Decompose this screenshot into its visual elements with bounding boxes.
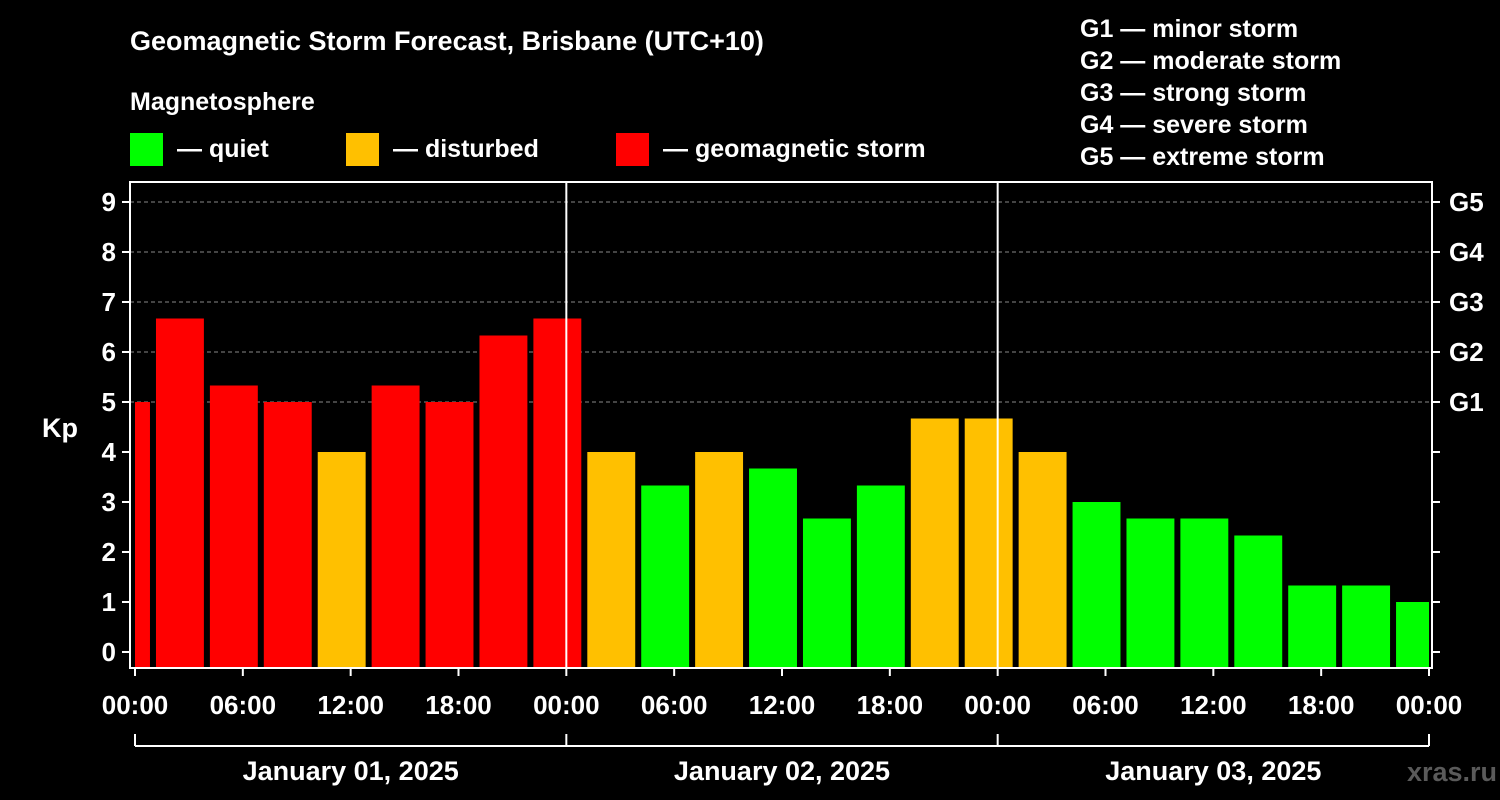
bar: [479, 335, 528, 668]
x-tick-label: 06:00: [1072, 690, 1139, 720]
bar: [1288, 585, 1337, 668]
g-scale-g2: G2 — moderate storm: [1080, 47, 1341, 75]
legend-swatch-storm: [616, 133, 649, 166]
legend-swatch-quiet: [130, 133, 163, 166]
chart-title: Geomagnetic Storm Forecast, Brisbane (UT…: [130, 26, 764, 56]
bar: [135, 402, 150, 668]
y-tick-label: 3: [102, 487, 116, 517]
bar: [1234, 535, 1283, 668]
x-tick-label: 06:00: [210, 690, 277, 720]
axes: [122, 181, 1440, 747]
y-tick-label: 4: [102, 437, 117, 467]
g-scale-g3: G3 — strong storm: [1080, 79, 1306, 107]
bar: [425, 402, 474, 668]
x-tick-label: 12:00: [1180, 690, 1247, 720]
x-tick-label: 12:00: [317, 690, 384, 720]
legend-label-quiet: — quiet: [177, 135, 269, 163]
x-tick-label: 12:00: [749, 690, 816, 720]
bar: [641, 485, 690, 668]
bar: [209, 385, 258, 668]
bar: [533, 318, 582, 668]
legend-label-disturbed: — disturbed: [393, 135, 539, 163]
y-tick-label: 6: [102, 337, 116, 367]
y-tick-label: 2: [102, 537, 116, 567]
bar: [371, 385, 420, 668]
g-scale-g5: G5 — extreme storm: [1080, 143, 1325, 171]
g-level-label: G1: [1449, 387, 1484, 417]
watermark: xras.ru: [1407, 757, 1497, 787]
bar: [1126, 518, 1175, 668]
date-label: January 01, 2025: [243, 756, 459, 786]
date-label: January 02, 2025: [674, 756, 890, 786]
bar: [1072, 502, 1121, 668]
bar: [749, 468, 797, 668]
g-level-label: G3: [1449, 287, 1484, 317]
g-level-label: G5: [1449, 187, 1484, 217]
g-level-label: G4: [1449, 237, 1484, 267]
bar: [802, 518, 851, 668]
bar: [910, 418, 959, 668]
bar: [1396, 602, 1429, 668]
legend-swatch-disturbed: [346, 133, 379, 166]
tick-labels: 0 1 2 3 4 5 6 7 8 9 G1 G2 G3 G4 G5 00:00 06:00 12:00 18:00…: [102, 187, 1485, 786]
x-tick-label: 00:00: [102, 690, 169, 720]
g-scale-g4: G4 — severe storm: [1080, 111, 1308, 139]
legend-label-storm: — geomagnetic storm: [663, 135, 926, 163]
bar: [1180, 518, 1229, 668]
g-scale-g1: G1 — minor storm: [1080, 15, 1298, 43]
legend-heading: Magnetosphere: [130, 88, 315, 116]
x-tick-label: 00:00: [533, 690, 600, 720]
g-scale-legend: G1 — minor storm G2 — moderate storm G3 …: [1080, 15, 1341, 171]
x-tick-label: 00:00: [964, 690, 1031, 720]
bar: [155, 318, 204, 668]
grid-lines: [130, 201, 1432, 403]
x-tick-label: 18:00: [425, 690, 492, 720]
x-tick-label: 06:00: [641, 690, 708, 720]
y-tick-label: 7: [102, 287, 116, 317]
bars: [135, 318, 1429, 668]
bar: [1018, 452, 1067, 668]
date-label: January 03, 2025: [1105, 756, 1321, 786]
x-tick-label: 00:00: [1396, 690, 1463, 720]
y-tick-label: 9: [102, 187, 116, 217]
x-tick-label: 18:00: [857, 690, 924, 720]
bar: [1342, 585, 1391, 668]
legend: — quiet — disturbed — geomagnetic storm: [130, 133, 926, 166]
y-axis-label: Kp: [42, 413, 78, 443]
y-tick-label: 5: [102, 387, 116, 417]
g-level-label: G2: [1449, 337, 1484, 367]
y-tick-label: 8: [102, 237, 116, 267]
y-tick-label: 1: [102, 587, 116, 617]
bar: [964, 418, 1013, 668]
bar: [317, 452, 366, 668]
x-tick-label: 18:00: [1288, 690, 1355, 720]
bar: [695, 452, 744, 668]
bar: [263, 402, 312, 668]
y-tick-label: 0: [102, 637, 116, 667]
bar: [856, 485, 905, 668]
bar: [587, 452, 636, 668]
